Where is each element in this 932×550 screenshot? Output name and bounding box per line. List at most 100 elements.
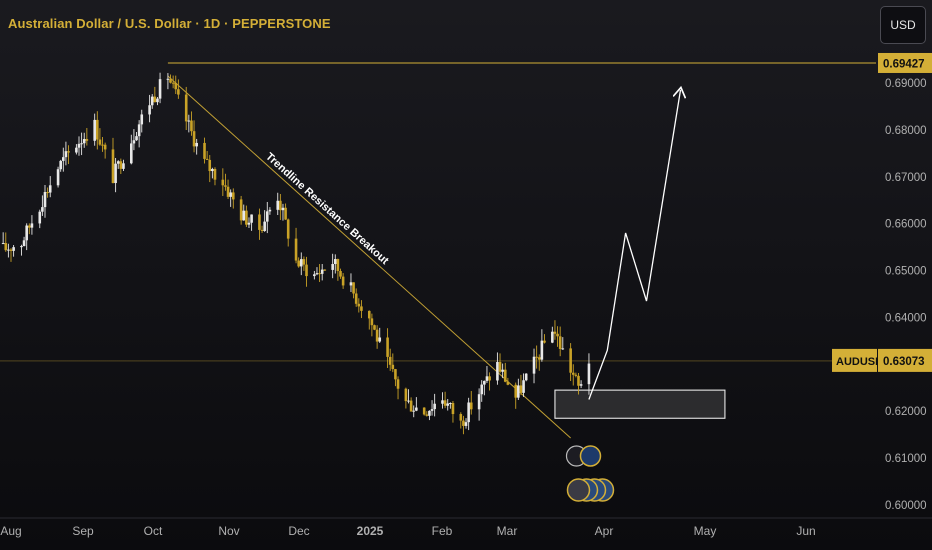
candle-9 xyxy=(30,215,34,235)
candle-body xyxy=(433,403,436,410)
candle-21 xyxy=(77,136,81,156)
candle-72 xyxy=(263,210,266,232)
candle-body xyxy=(373,325,376,330)
candle-body xyxy=(412,410,416,412)
candle-body xyxy=(517,385,520,398)
candle-body xyxy=(25,225,28,241)
candle-58 xyxy=(211,167,214,179)
candle-0 xyxy=(1,232,5,245)
candle-36 xyxy=(132,129,136,151)
candle-body xyxy=(177,89,180,95)
candle-body xyxy=(532,356,536,374)
candle-body xyxy=(446,403,450,406)
candle-body xyxy=(245,210,248,225)
candle-131 xyxy=(480,380,484,402)
candle-53 xyxy=(192,120,196,153)
candle-64 xyxy=(231,188,235,209)
candle-body xyxy=(331,264,334,270)
y-tick-8: 0.60000 xyxy=(885,500,927,512)
candle-133 xyxy=(485,366,489,383)
currency-button[interactable]: USD xyxy=(880,6,926,44)
projection-path xyxy=(588,90,681,400)
candle-body xyxy=(404,388,408,402)
candle-108 xyxy=(394,368,397,387)
candle-99 xyxy=(360,300,363,319)
candle-6 xyxy=(22,236,26,247)
symbol-tag xyxy=(832,348,877,372)
candle-146 xyxy=(535,345,538,369)
candle-body xyxy=(192,131,196,147)
candle-body xyxy=(579,384,583,386)
candle-body xyxy=(284,207,287,220)
candle-body xyxy=(519,385,523,393)
candle-125 xyxy=(459,412,463,429)
candle-140 xyxy=(514,382,518,409)
candle-body xyxy=(441,400,444,404)
candle-69 xyxy=(250,214,253,231)
candle-body xyxy=(556,333,559,337)
candle-54 xyxy=(195,138,198,155)
candle-128 xyxy=(467,397,470,431)
candle-111 xyxy=(407,389,410,404)
candle-12 xyxy=(43,185,47,218)
support-zone xyxy=(554,389,726,419)
candle-56 xyxy=(205,151,209,160)
candle-35 xyxy=(129,134,133,165)
candle-17 xyxy=(62,147,65,172)
candle-body xyxy=(302,259,306,265)
candle-body xyxy=(360,306,363,311)
candle-68 xyxy=(247,217,251,228)
candle-body xyxy=(213,168,217,180)
y-tick-0: 0.69000 xyxy=(885,78,927,90)
candle-body xyxy=(43,192,47,208)
candle-body xyxy=(85,139,89,141)
candle-91 xyxy=(333,254,337,274)
candle-body xyxy=(313,274,316,277)
candle-body xyxy=(263,221,266,231)
candle-130 xyxy=(477,388,481,421)
candle-15 xyxy=(56,166,60,188)
candle-18 xyxy=(64,141,68,166)
candle-42 xyxy=(153,86,157,103)
candle-body xyxy=(315,273,319,275)
candle-body xyxy=(77,143,81,148)
candle-body xyxy=(391,364,395,370)
candle-body xyxy=(229,192,232,197)
candle-98 xyxy=(357,298,361,313)
candle-113 xyxy=(412,405,416,418)
candle-120 xyxy=(441,392,444,409)
high-line-tag xyxy=(878,52,932,73)
candle-body xyxy=(459,414,463,421)
candle-143 xyxy=(522,373,525,397)
candle-32 xyxy=(116,160,120,169)
candle-body xyxy=(30,223,34,228)
candle-body xyxy=(260,229,264,231)
candle-body xyxy=(98,139,102,145)
flag-icon xyxy=(565,445,602,467)
candle-body xyxy=(156,98,159,103)
candle-20 xyxy=(75,144,78,155)
candle-body xyxy=(577,375,580,386)
candle-body xyxy=(22,240,26,247)
x-tick-1: Sep xyxy=(72,524,94,538)
candle-body xyxy=(569,348,572,373)
candle-body xyxy=(265,211,269,222)
candle-body xyxy=(553,331,557,334)
candle-body xyxy=(462,420,465,426)
candle-body xyxy=(281,207,285,211)
calendar-event-coin xyxy=(566,478,591,502)
candle-body xyxy=(415,407,418,411)
candle-body xyxy=(59,160,62,170)
candle-body xyxy=(428,410,431,416)
candle-body xyxy=(370,318,374,326)
candle-body xyxy=(119,161,123,169)
candle-49 xyxy=(177,79,180,99)
candle-97 xyxy=(354,288,358,307)
candle-152 xyxy=(556,326,559,347)
candle-body xyxy=(294,238,298,261)
candle-158 xyxy=(577,373,580,395)
candle-45 xyxy=(166,73,170,90)
candle-148 xyxy=(540,329,544,362)
candle-body xyxy=(64,151,68,158)
